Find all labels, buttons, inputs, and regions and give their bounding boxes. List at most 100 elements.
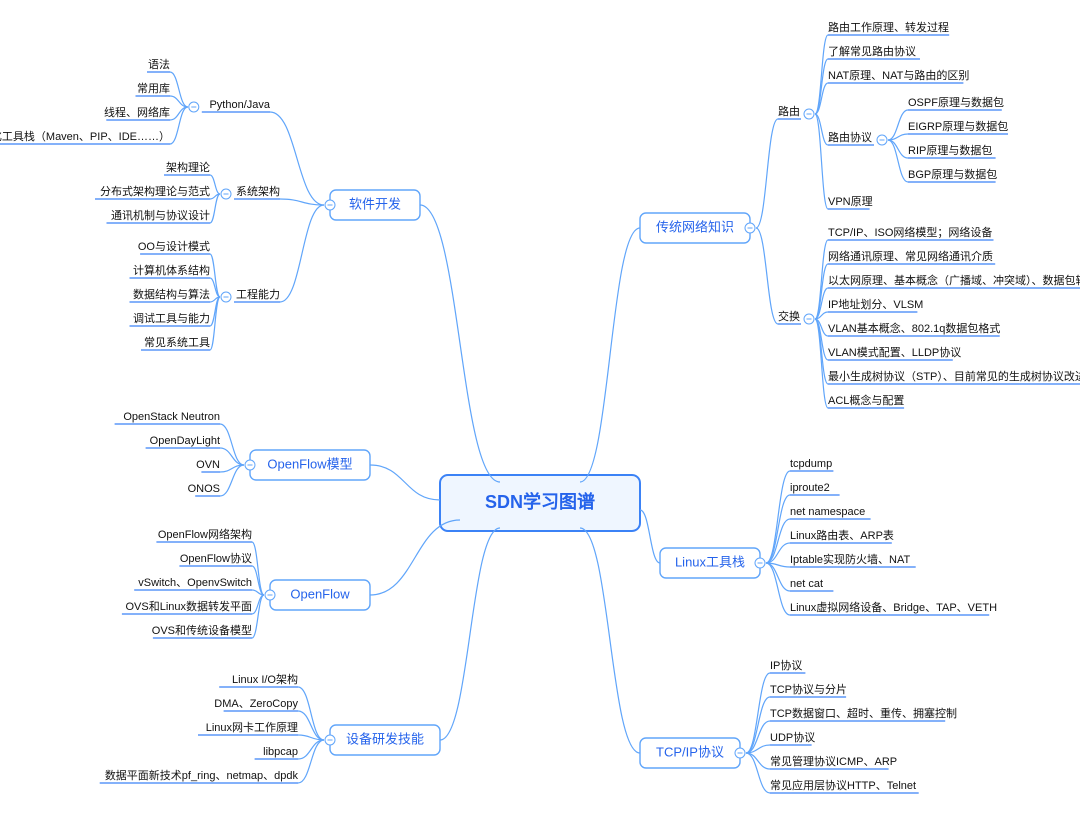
edge-main-sub xyxy=(766,471,790,563)
main-label: 设备研发技能 xyxy=(346,731,424,746)
leaf-label: 常用库 xyxy=(137,82,170,95)
leaf-label: Linux网卡工作原理 xyxy=(206,721,298,734)
leaf-label: TCP协议与分片 xyxy=(770,682,847,696)
edge-root-main xyxy=(420,205,500,482)
leaf-label: 线程、网络库 xyxy=(104,105,170,119)
edge-sub-leaf xyxy=(815,35,828,114)
leaf-label: NAT原理、NAT与路由的区别 xyxy=(828,68,969,82)
leaf-label: Linux路由表、ARP表 xyxy=(790,528,894,542)
edge-root-main xyxy=(580,528,640,753)
collapse-toggle[interactable] xyxy=(189,102,199,112)
edge-sub-leaf xyxy=(210,175,220,194)
leaf-label: 分布式架构理论与范式 xyxy=(100,184,210,198)
leaf-label: 以太网原理、基本概念（广播域、冲突域）、数据包转发过程 xyxy=(828,273,1080,287)
edge-main-sub xyxy=(220,448,244,465)
leaf-label: IP协议 xyxy=(770,658,802,672)
edge-main-sub xyxy=(280,205,324,302)
leaf-label: 网络通讯原理、常见网络通讯介质 xyxy=(828,249,993,263)
leaf-label: OVS和传统设备模型 xyxy=(152,623,252,637)
edge-main-sub xyxy=(746,697,770,753)
edge-main-sub xyxy=(756,228,778,324)
leaf-label: VPN原理 xyxy=(828,195,873,208)
collapse-toggle[interactable] xyxy=(745,223,755,233)
edge-leaf-leaf xyxy=(888,140,908,182)
edge-main-sub xyxy=(298,687,324,740)
leaf-label: 交换 xyxy=(778,309,800,323)
leaf-label: TCP/IP、ISO网络模型；网络设备 xyxy=(828,225,992,239)
leaf-label: OpenStack Neutron xyxy=(123,411,220,423)
edge-root-main xyxy=(580,228,640,482)
leaf-label: net cat xyxy=(790,578,823,590)
leaf-label: VLAN模式配置、LLDP协议 xyxy=(828,345,961,359)
leaf-label: net namespace xyxy=(790,506,865,518)
leaf-label: ACL概念与配置 xyxy=(828,393,904,407)
leaf-label: Iptable实现防火墙、NAT xyxy=(790,552,910,566)
collapse-toggle[interactable] xyxy=(735,748,745,758)
collapse-toggle[interactable] xyxy=(877,135,887,145)
main-label: OpenFlow xyxy=(290,586,350,601)
collapse-toggle[interactable] xyxy=(245,460,255,470)
collapse-toggle[interactable] xyxy=(804,314,814,324)
leaf-label: 工程能力 xyxy=(236,287,280,301)
main-label: Linux工具栈 xyxy=(675,554,745,569)
leaf-label: 常见管理协议ICMP、ARP xyxy=(770,754,897,768)
collapse-toggle[interactable] xyxy=(325,735,335,745)
leaf-label: 了解常见路由协议 xyxy=(828,44,916,58)
leaf-label: 架构理论 xyxy=(166,160,210,174)
collapse-toggle[interactable] xyxy=(221,189,231,199)
leaf-label: OpenDayLight xyxy=(150,435,220,447)
edge-leaf-leaf xyxy=(888,110,908,140)
mindmap-canvas: SDN学习图谱软件开发Python/Java语法常用库线程、网络库工程化工具栈（… xyxy=(0,0,1080,826)
leaf-label: DMA、ZeroCopy xyxy=(214,698,298,710)
edge-sub-leaf xyxy=(815,319,828,408)
edge-sub-leaf xyxy=(815,240,828,319)
edge-main-sub xyxy=(220,424,244,465)
main-label: TCP/IP协议 xyxy=(656,744,724,759)
edge-root-main xyxy=(640,510,660,563)
edge-main-sub xyxy=(766,563,790,615)
leaf-label: Python/Java xyxy=(209,99,270,111)
leaf-label: BGP原理与数据包 xyxy=(908,167,997,181)
leaf-label: Linux I/O架构 xyxy=(232,672,298,686)
main-label: 软件开发 xyxy=(349,196,401,211)
leaf-label: 通讯机制与协议设计 xyxy=(111,208,210,222)
leaf-label: 调试工具与能力 xyxy=(133,311,210,325)
edge-main-sub xyxy=(252,542,264,595)
leaf-label: OO与设计模式 xyxy=(138,240,210,253)
leaf-label: tcpdump xyxy=(790,458,832,470)
leaf-label: OVS和Linux数据转发平面 xyxy=(125,599,252,613)
edge-main-sub xyxy=(280,199,324,205)
leaf-label: OSPF原理与数据包 xyxy=(908,95,1004,109)
leaf-label: OpenFlow网络架构 xyxy=(158,527,252,541)
collapse-toggle[interactable] xyxy=(755,558,765,568)
leaf-label: 常见系统工具 xyxy=(144,336,210,349)
leaf-label: 语法 xyxy=(148,57,170,71)
leaf-label: RIP原理与数据包 xyxy=(908,143,992,157)
edge-main-sub xyxy=(746,753,770,793)
edge-main-sub xyxy=(298,740,324,759)
leaf-label: EIGRP原理与数据包 xyxy=(908,119,1008,133)
leaf-label: IP地址划分、VLSM xyxy=(828,297,923,311)
leaf-label: OpenFlow协议 xyxy=(180,551,252,565)
collapse-toggle[interactable] xyxy=(265,590,275,600)
leaf-label: 最小生成树协议（STP）、目前常见的生成树协议改进版 xyxy=(828,369,1080,383)
edge-main-sub xyxy=(298,740,324,783)
collapse-toggle[interactable] xyxy=(804,109,814,119)
edge-sub-leaf xyxy=(210,254,220,297)
edge-leaf-leaf xyxy=(888,140,908,158)
edge-root-main xyxy=(370,465,440,500)
edge-sub-leaf xyxy=(210,297,220,350)
leaf-label: vSwitch、OpenvSwitch xyxy=(138,577,252,589)
leaf-label: 系统架构 xyxy=(236,184,280,198)
leaf-label: TCP数据窗口、超时、重传、拥塞控制 xyxy=(770,706,957,720)
leaf-label: 数据结构与算法 xyxy=(133,287,210,301)
leaf-label: libpcap xyxy=(263,746,298,758)
collapse-toggle[interactable] xyxy=(221,292,231,302)
collapse-toggle[interactable] xyxy=(325,200,335,210)
edge-main-sub xyxy=(746,673,770,753)
main-label: 传统网络知识 xyxy=(656,219,734,234)
leaf-label: OVN xyxy=(196,459,220,471)
leaf-label: UDP协议 xyxy=(770,730,815,744)
leaf-label: iproute2 xyxy=(790,482,830,494)
leaf-label: ONOS xyxy=(188,483,220,495)
